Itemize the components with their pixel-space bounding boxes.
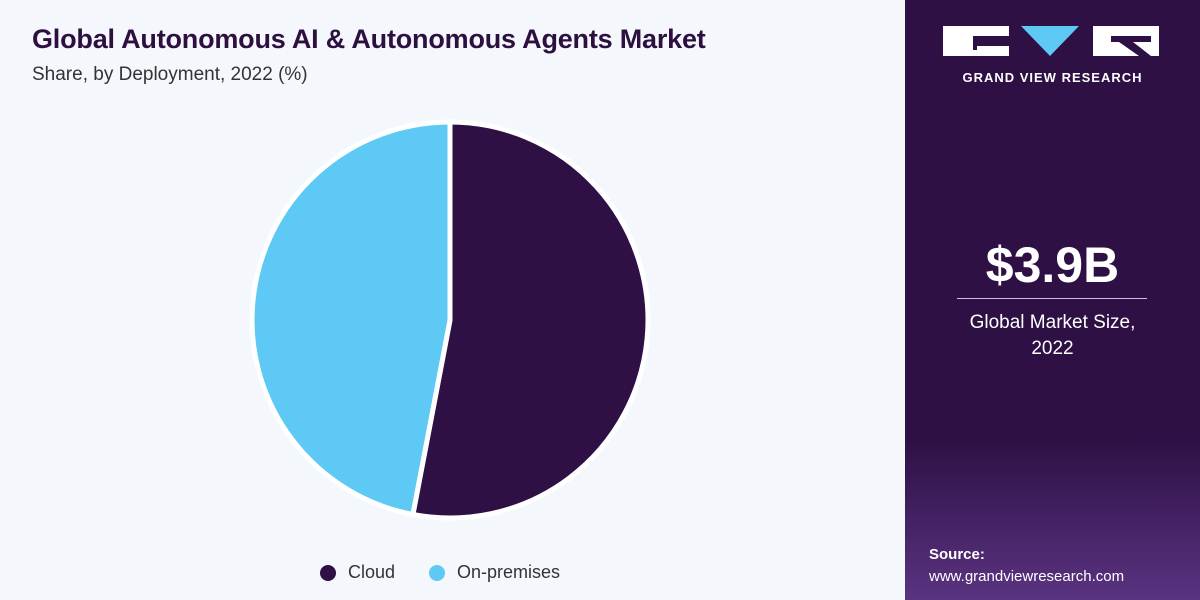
- legend-swatch-cloud: [320, 564, 336, 581]
- pie-chart: [249, 119, 651, 521]
- market-size-label: Global Market Size, 2022: [905, 310, 1200, 362]
- source: Source: www.grandviewresearch.com: [929, 544, 1124, 588]
- divider: [957, 298, 1147, 299]
- pie-slice-cloud: [409, 119, 651, 521]
- summary-panel: GRAND VIEW RESEARCH $3.9B Global Market …: [905, 0, 1200, 600]
- legend-label-on-premises: On-premises: [457, 562, 561, 582]
- grand-view-research-logo: [943, 22, 1163, 62]
- source-url: www.grandviewresearch.com: [929, 568, 1125, 585]
- gvr-logo-icon: [943, 26, 1159, 56]
- brand-name: GRAND VIEW RESEARCH: [962, 70, 1143, 85]
- legend-item-cloud: Cloud: [320, 562, 395, 583]
- source-label: Source:: [929, 546, 985, 563]
- market-size-label-line1: Global Market Size,: [969, 312, 1136, 333]
- legend-label-cloud: Cloud: [348, 562, 396, 582]
- chart-title: Global Autonomous AI & Autonomous Agents…: [32, 24, 706, 54]
- market-size-value: $3.9B: [985, 237, 1120, 293]
- pie-slice-on-premises: [249, 119, 453, 518]
- panel-gradient: [905, 440, 1200, 600]
- chart-area: Global Autonomous AI & Autonomous Agents…: [32, 24, 706, 583]
- legend: Cloud On-premises: [320, 562, 560, 583]
- legend-item-on-premises: On-premises: [429, 562, 560, 583]
- market-size-label-line2: 2022: [1031, 338, 1074, 359]
- legend-swatch-on-premises: [429, 564, 446, 581]
- chart-subtitle: Share, by Deployment, 2022 (%): [32, 64, 308, 85]
